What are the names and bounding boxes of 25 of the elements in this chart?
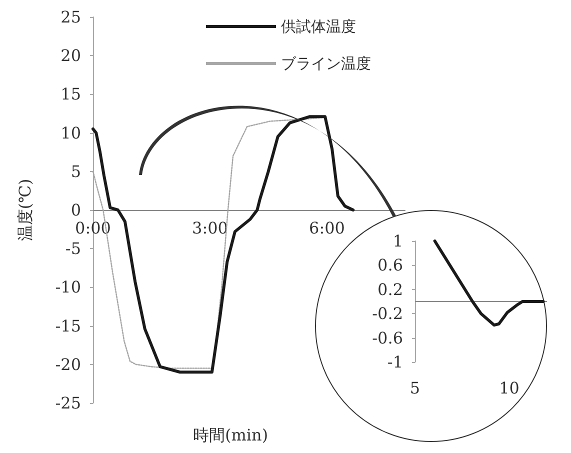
y-tick-label: -20 xyxy=(55,354,81,374)
y-tick-label: -0.2 xyxy=(372,304,403,324)
y-tick-label: 5 xyxy=(70,162,81,181)
y-tick-label: -10 xyxy=(55,278,81,297)
y-tick-label: 0 xyxy=(70,200,81,220)
x-axis-title: 時間(min) xyxy=(193,426,268,444)
x-tick-label: 6:00 xyxy=(309,218,345,238)
y-tick-label: 25 xyxy=(60,8,81,26)
y-tick-label: 1 xyxy=(392,232,403,250)
y-tick-label: 10 xyxy=(60,123,81,142)
y-axis-title: 温度(℃) xyxy=(16,178,34,242)
legend-label: 供試体温度 xyxy=(281,18,356,36)
y-tick-label: -25 xyxy=(55,394,81,412)
legend-label: ブライン温度 xyxy=(281,54,371,72)
y-tick-label: -5 xyxy=(65,239,81,258)
y-tick-label: -1 xyxy=(387,352,403,372)
line-series xyxy=(433,240,545,327)
x-tick-label: 0:00 xyxy=(75,218,111,238)
y-tick-label: 20 xyxy=(60,46,81,66)
y-tick-label: 15 xyxy=(60,84,81,104)
y-tick-label: -15 xyxy=(55,316,81,336)
x-tick-label: 3:00 xyxy=(192,218,228,238)
y-tick-label: -0.6 xyxy=(372,328,403,348)
y-tick-label: 0.2 xyxy=(378,280,403,299)
y-tick-label: 0.6 xyxy=(378,256,403,275)
